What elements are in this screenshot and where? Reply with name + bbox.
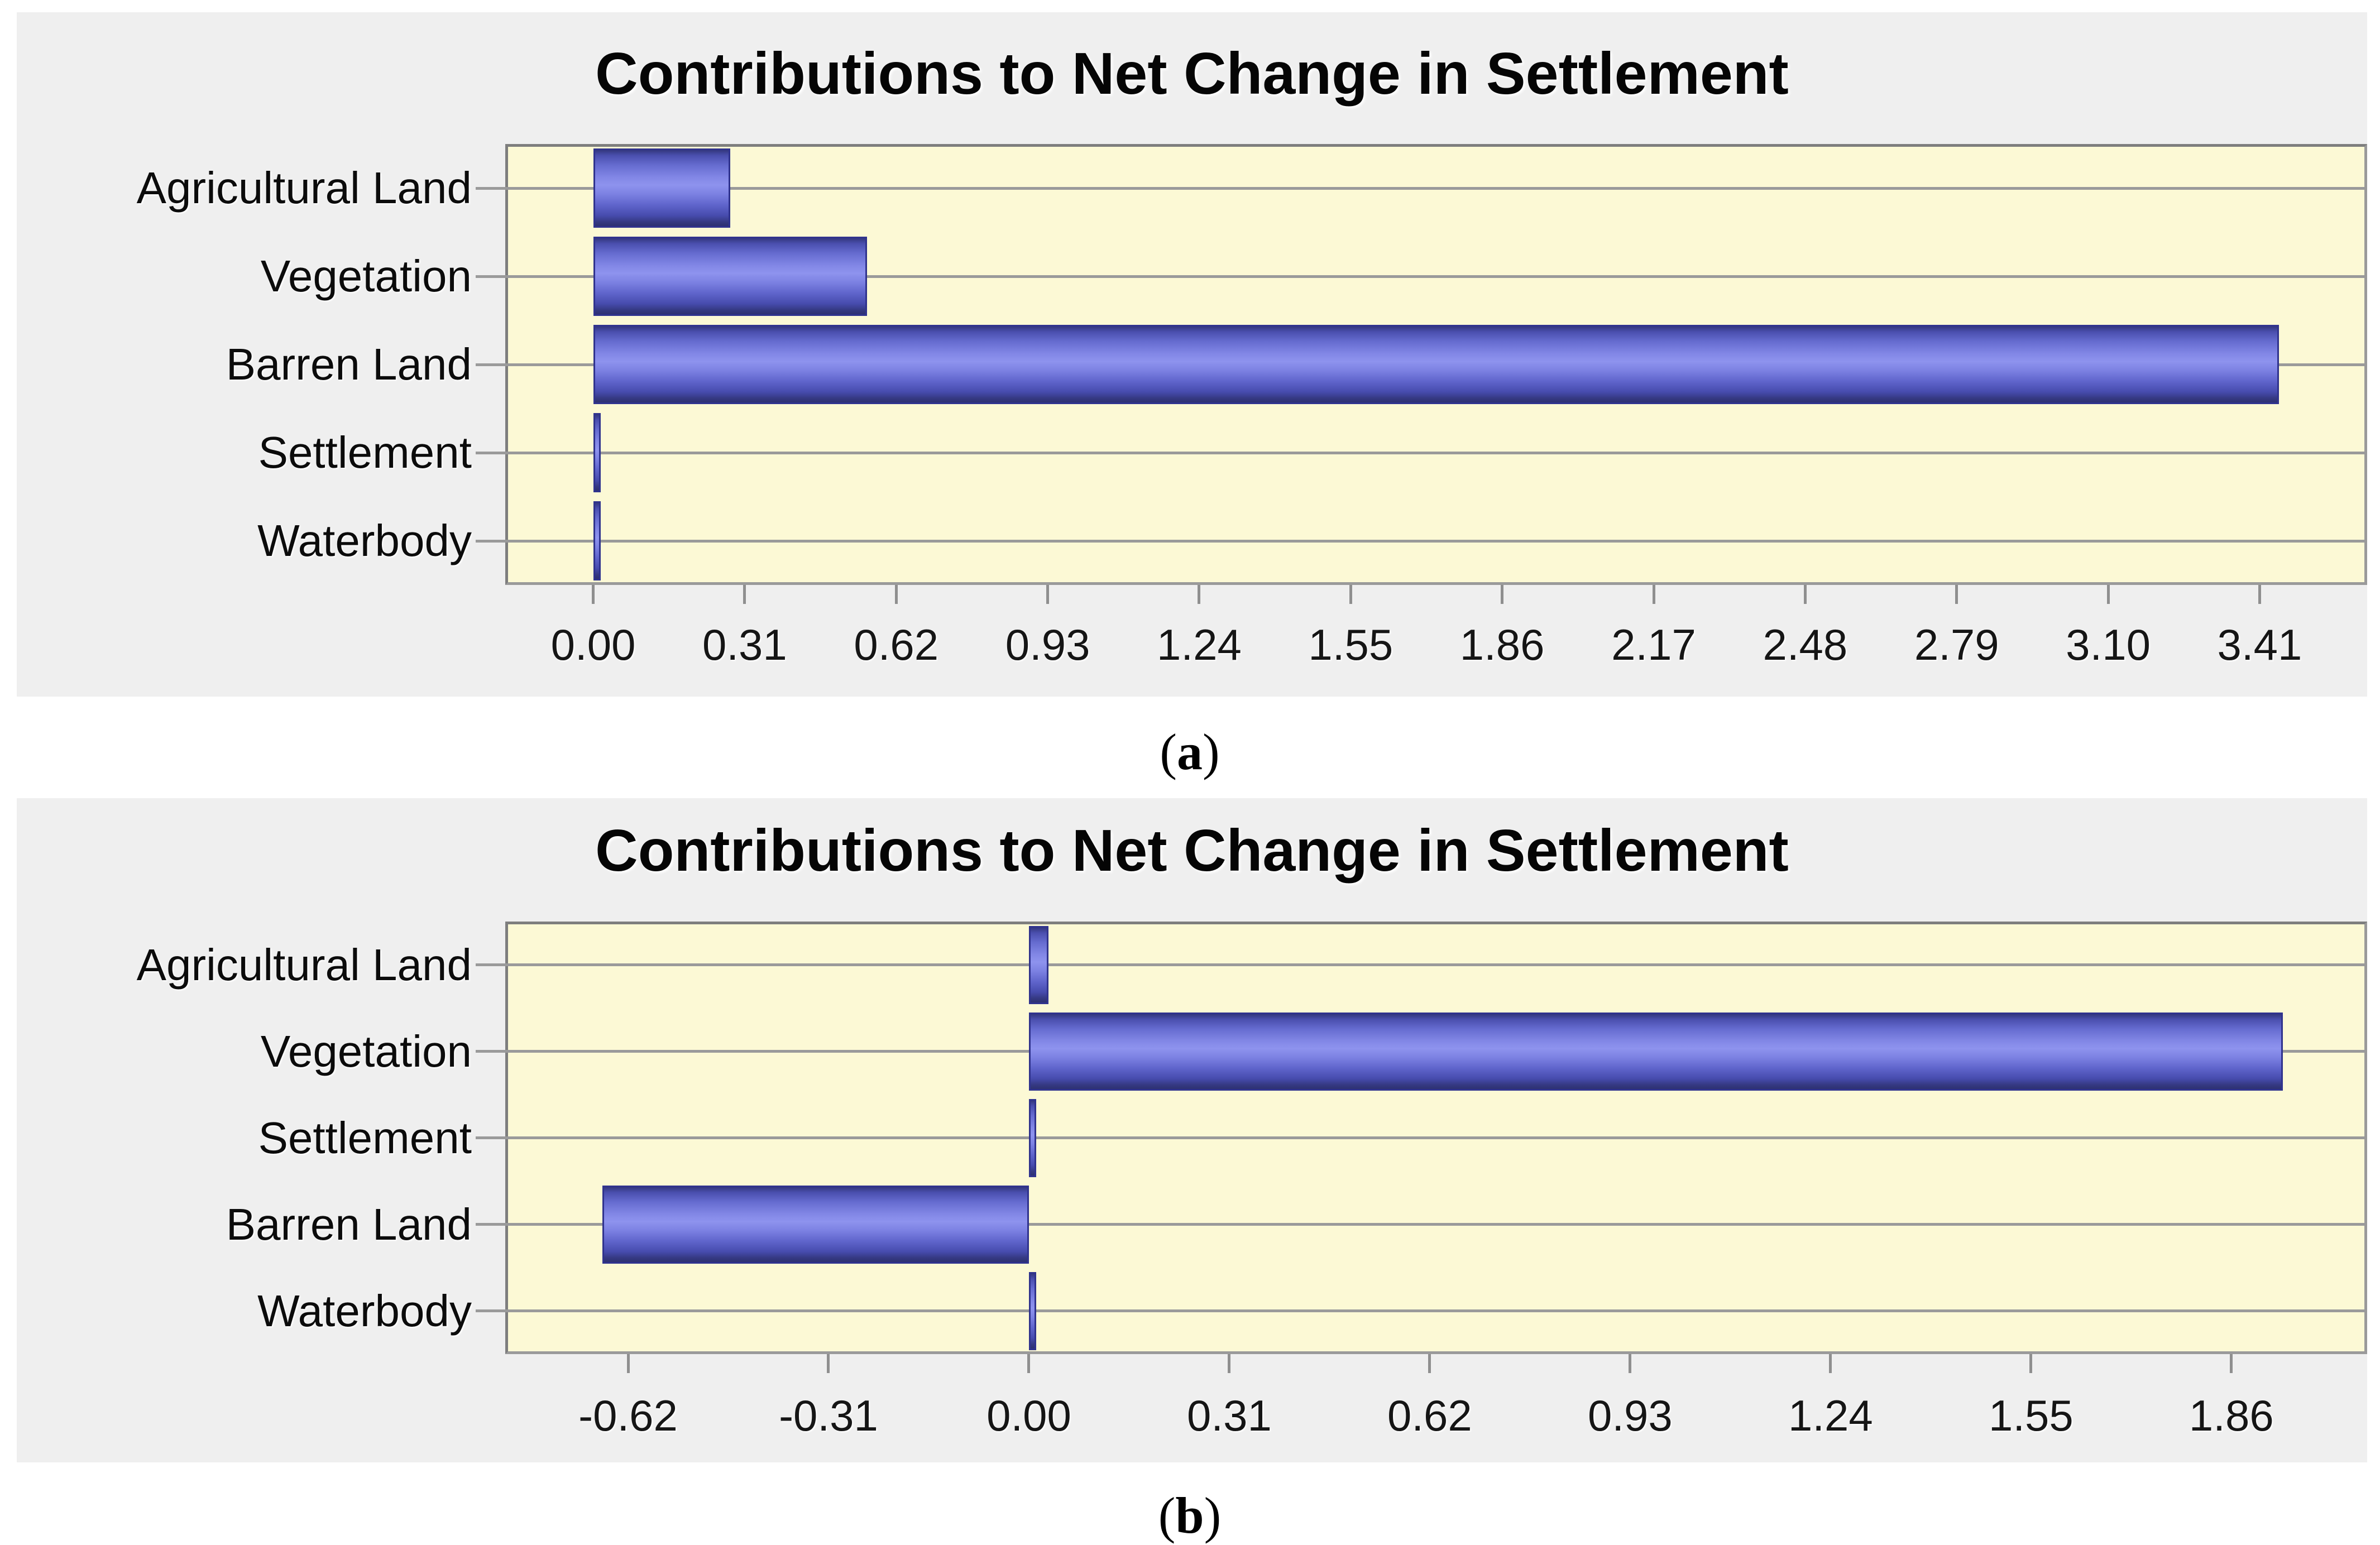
x-tick-label: 0.00 — [550, 620, 636, 669]
x-tick-label: 0.93 — [1587, 1390, 1673, 1440]
x-tick-label: 1.55 — [1988, 1390, 2073, 1440]
x-axis-tick — [1046, 585, 1050, 604]
x-axis-tick — [2106, 585, 2110, 604]
bar-agricultural-land — [1028, 925, 1048, 1004]
x-axis-tick — [1501, 585, 1504, 604]
bar-vegetation — [1028, 1012, 2283, 1091]
x-axis-tick — [1428, 1354, 1431, 1373]
x-tick-label: 1.86 — [1459, 620, 1545, 669]
gridline — [476, 539, 2367, 543]
caption-paren-open: ( — [1158, 1487, 1176, 1544]
x-axis-tick — [1829, 1354, 1832, 1373]
gridline — [476, 1309, 2367, 1312]
x-tick-label: -0.62 — [578, 1390, 678, 1440]
x-tick-label: 1.55 — [1308, 620, 1393, 669]
x-tick-label: 1.86 — [2189, 1390, 2274, 1440]
gridline — [476, 1136, 2367, 1139]
gridline — [476, 963, 2367, 966]
x-tick-label: -0.31 — [779, 1390, 878, 1440]
x-tick-label: 1.24 — [1788, 1390, 1873, 1440]
figure-caption-a: (a) — [1022, 721, 1357, 783]
gridline — [476, 275, 2367, 278]
x-axis-tick — [1955, 585, 1958, 604]
x-axis-tick — [1803, 585, 1807, 604]
bar-agricultural-land — [593, 148, 730, 228]
gridline — [476, 186, 2367, 190]
category-label-settlement: Settlement — [258, 1112, 472, 1163]
x-axis-tick — [592, 585, 595, 604]
x-tick-label: 0.62 — [1387, 1390, 1472, 1440]
category-label-barren-land: Barren Land — [226, 1199, 472, 1249]
bar-barren-land — [602, 1185, 1029, 1264]
caption-letter-b: b — [1175, 1487, 1204, 1544]
x-tick-label: 1.24 — [1157, 620, 1242, 669]
bar-vegetation — [593, 237, 867, 316]
bar-waterbody — [593, 501, 601, 580]
x-tick-label: 0.62 — [854, 620, 939, 669]
caption-paren-open: ( — [1160, 723, 1177, 780]
category-label-barren-land: Barren Land — [226, 339, 472, 389]
caption-paren-close: ) — [1204, 1487, 1222, 1544]
x-axis-tick — [1027, 1354, 1031, 1373]
x-tick-label: 0.00 — [987, 1390, 1071, 1440]
caption-paren-close: ) — [1203, 723, 1220, 780]
category-label-vegetation: Vegetation — [260, 251, 472, 301]
bar-waterbody — [1028, 1271, 1036, 1350]
x-axis-tick — [2029, 1354, 2033, 1373]
x-tick-label: 0.31 — [702, 620, 787, 669]
x-tick-label: 3.10 — [2066, 620, 2151, 669]
chart-b-title: Contributions to Net Change in Settlemen… — [595, 818, 1789, 884]
x-axis-tick — [2230, 1354, 2233, 1373]
x-axis-tick — [1349, 585, 1352, 604]
x-axis-tick — [1629, 1354, 1632, 1373]
bar-settlement — [593, 413, 601, 492]
category-label-vegetation: Vegetation — [260, 1026, 472, 1076]
bar-barren-land — [593, 325, 2280, 404]
bar-settlement — [1028, 1098, 1036, 1177]
gridline — [476, 451, 2367, 454]
x-tick-label: 0.31 — [1187, 1390, 1272, 1440]
chart-a-title: Contributions to Net Change in Settlemen… — [595, 41, 1789, 107]
x-axis-tick — [1198, 585, 1201, 604]
x-axis-tick — [1652, 585, 1655, 604]
category-label-waterbody: Waterbody — [257, 516, 472, 565]
x-axis-tick — [827, 1354, 830, 1373]
category-label-settlement: Settlement — [258, 428, 472, 477]
x-tick-label: 0.93 — [1005, 620, 1090, 669]
category-label-agricultural-land: Agricultural Land — [136, 939, 472, 990]
x-axis-tick — [626, 1354, 630, 1373]
category-label-waterbody: Waterbody — [257, 1285, 472, 1336]
caption-letter-a: a — [1177, 723, 1203, 780]
gridline — [476, 1223, 2367, 1226]
x-tick-label: 2.17 — [1611, 620, 1696, 669]
category-label-agricultural-land: Agricultural Land — [136, 163, 472, 213]
figure-caption-b: (b) — [1022, 1485, 1357, 1545]
x-tick-label: 2.79 — [1914, 620, 1999, 669]
x-tick-label: 2.48 — [1763, 620, 1848, 669]
x-axis-tick — [1228, 1354, 1231, 1373]
x-tick-label: 3.41 — [2217, 620, 2302, 669]
x-axis-tick — [894, 585, 898, 604]
x-axis-tick — [743, 585, 746, 604]
x-axis-tick — [2258, 585, 2261, 604]
